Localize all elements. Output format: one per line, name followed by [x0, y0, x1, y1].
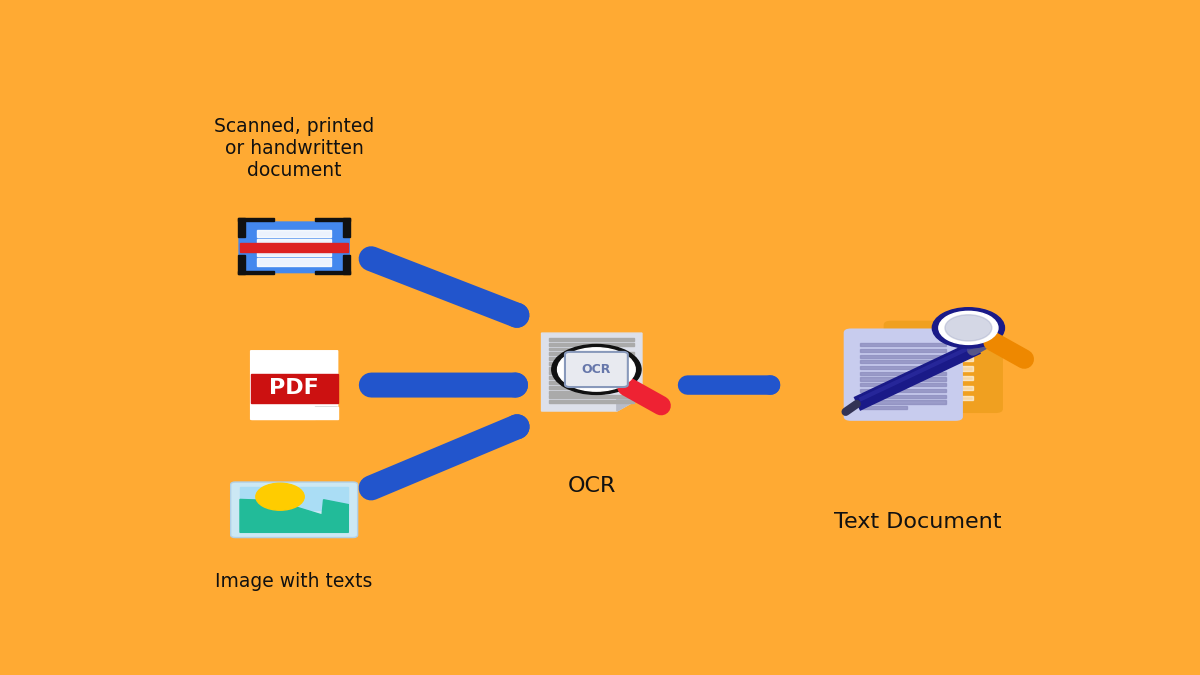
Polygon shape	[240, 500, 348, 533]
FancyBboxPatch shape	[230, 482, 358, 537]
Bar	[548, 338, 635, 341]
Bar	[314, 271, 350, 274]
Bar	[257, 230, 331, 237]
Bar	[860, 360, 946, 363]
Bar	[900, 347, 973, 351]
Text: Text Document: Text Document	[834, 512, 1001, 533]
Bar	[239, 271, 274, 274]
Bar	[548, 362, 605, 364]
Bar	[257, 249, 331, 256]
Bar	[860, 389, 946, 392]
Bar	[860, 366, 946, 369]
FancyBboxPatch shape	[239, 221, 350, 273]
Bar	[900, 386, 973, 390]
Bar	[900, 367, 973, 371]
Circle shape	[938, 311, 998, 344]
Bar	[860, 383, 946, 386]
Text: PDF: PDF	[269, 379, 319, 398]
Bar	[860, 395, 946, 398]
Bar	[860, 372, 946, 375]
Circle shape	[256, 483, 305, 510]
Bar	[548, 352, 635, 355]
FancyBboxPatch shape	[565, 352, 628, 387]
Bar	[548, 376, 605, 379]
Bar	[251, 407, 337, 419]
Bar	[343, 218, 350, 238]
Circle shape	[932, 308, 1004, 348]
Bar	[548, 400, 635, 403]
Bar	[239, 254, 245, 274]
Bar	[251, 374, 337, 403]
Bar	[548, 386, 635, 389]
Bar	[900, 356, 973, 361]
Bar	[548, 371, 635, 375]
FancyBboxPatch shape	[883, 321, 1003, 413]
Circle shape	[552, 344, 641, 394]
Text: Scanned, printed
or handwritten
document: Scanned, printed or handwritten document	[214, 117, 374, 180]
Bar	[343, 254, 350, 274]
Bar	[548, 343, 635, 346]
Text: OCR: OCR	[568, 476, 616, 496]
Circle shape	[944, 315, 992, 341]
Bar	[548, 367, 635, 369]
Bar	[860, 354, 946, 358]
FancyBboxPatch shape	[844, 329, 962, 421]
Bar	[860, 349, 946, 352]
Bar	[900, 396, 973, 400]
Bar	[548, 381, 635, 384]
Bar	[860, 400, 946, 404]
Bar	[257, 239, 331, 246]
Bar	[548, 348, 605, 350]
Bar	[314, 218, 350, 221]
Text: OCR: OCR	[582, 363, 611, 376]
Bar	[860, 406, 907, 409]
Bar	[239, 218, 245, 238]
Polygon shape	[316, 407, 337, 419]
Bar	[548, 391, 605, 394]
Bar	[240, 487, 348, 510]
Bar	[860, 343, 946, 346]
Bar	[860, 377, 946, 381]
Polygon shape	[251, 351, 337, 419]
Polygon shape	[617, 397, 642, 411]
Bar	[239, 218, 274, 221]
Bar	[240, 242, 348, 252]
Bar	[548, 357, 635, 360]
Bar	[900, 376, 973, 381]
Polygon shape	[541, 333, 642, 411]
Text: Image with texts: Image with texts	[216, 572, 373, 591]
Bar	[900, 337, 973, 341]
Circle shape	[558, 348, 635, 391]
Bar	[548, 396, 635, 398]
Bar	[257, 259, 331, 266]
